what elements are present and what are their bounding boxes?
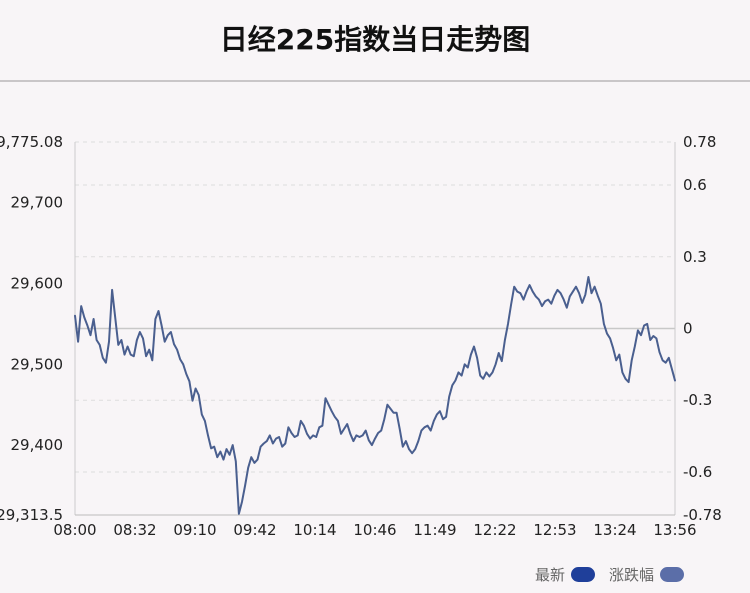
y-right-tick-label: -0.6 [683,463,712,481]
series-line-0 [74,276,676,515]
legend-swatch-latest [570,567,595,582]
y-right-tick-label: 0.78 [683,133,716,151]
legend-item-change[interactable]: 涨跌幅 [609,564,684,585]
y-left-tick-label: 29,600 [11,274,64,292]
y-right-tick-label: -0.3 [683,391,712,409]
x-tick-label: 08:32 [113,521,156,539]
y-right-tick-label: 0 [683,320,693,338]
y-left-tick-label: 29,313.5 [0,506,63,524]
x-tick-label: 12:22 [473,521,516,539]
y-right-tick-label: -0.78 [683,506,722,524]
x-tick-label: 10:14 [293,521,336,539]
x-tick-label: 09:42 [233,521,276,539]
y-left-tick-label: 29,700 [11,194,64,212]
x-tick-label: 12:53 [533,521,576,539]
legend-swatch-change [660,567,684,582]
legend: 最新 涨跌幅 [535,564,684,585]
x-tick-label: 13:24 [593,521,636,539]
x-tick-label: 08:00 [53,521,96,539]
legend-item-latest[interactable]: 最新 [535,564,595,585]
legend-label-change: 涨跌幅 [608,566,654,584]
y-right-tick-label: 0.3 [683,248,707,266]
x-tick-label: 11:49 [413,521,456,539]
y-left-tick-label: 29,500 [11,355,64,373]
y-left-tick-label: 29,775.08 [0,133,63,151]
chart-title: 日经225指数当日走势图 [219,23,531,56]
x-tick-label: 13:56 [653,521,696,539]
y-right-tick-label: 0.6 [683,176,707,194]
x-tick-label: 09:10 [173,521,216,539]
legend-label-latest: 最新 [534,566,565,584]
title-divider [0,80,750,82]
y-left-tick-label: 29,400 [11,436,64,454]
x-tick-label: 10:46 [353,521,396,539]
